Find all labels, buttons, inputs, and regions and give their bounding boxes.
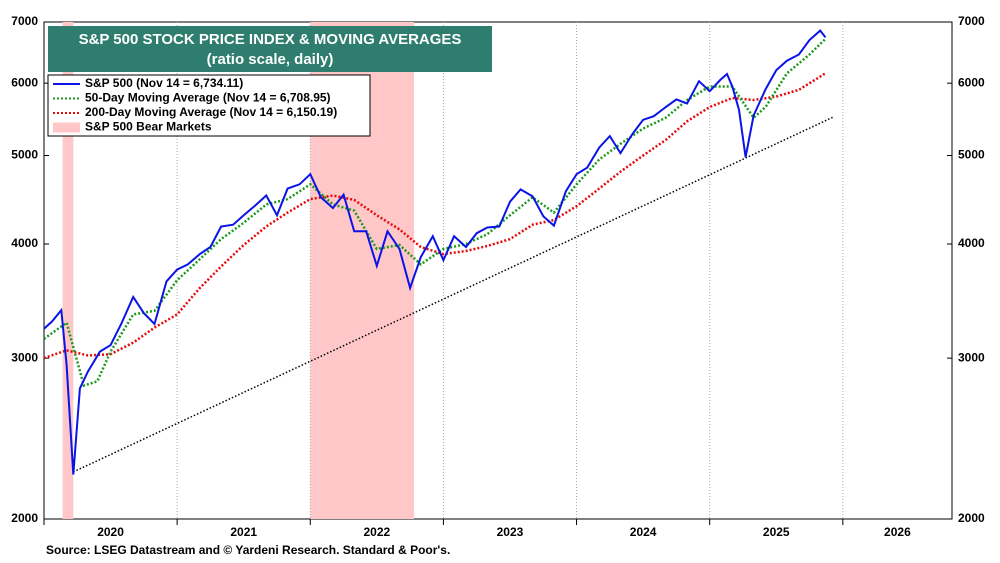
legend-label: S&P 500 Bear Markets xyxy=(85,120,212,134)
series-line xyxy=(43,29,827,475)
x-tick-label: 2025 xyxy=(763,525,790,539)
y-tick-label: 4000 xyxy=(11,236,38,250)
series-line xyxy=(43,72,827,360)
x-tick-label: 2024 xyxy=(630,525,657,539)
x-tick-label: 2022 xyxy=(363,525,390,539)
x-tick-label: 2020 xyxy=(97,525,124,539)
y-tick-label: 2000 xyxy=(11,511,38,525)
y-tick-label: 5000 xyxy=(11,148,38,162)
x-tick-label: 2023 xyxy=(497,525,524,539)
chart-subtitle: (ratio scale, daily) xyxy=(207,51,334,68)
y2-tick-label: 5000 xyxy=(958,148,985,162)
legend-label: S&P 500 (Nov 14 = 6,734.11) xyxy=(85,76,243,90)
chart-title: S&P 500 STOCK PRICE INDEX & MOVING AVERA… xyxy=(79,31,462,48)
x-tick-label: 2026 xyxy=(884,525,911,539)
bear-market-band xyxy=(62,22,74,519)
source-note: Source: LSEG Datastream and © Yardeni Re… xyxy=(46,543,450,557)
y2-tick-label: 4000 xyxy=(958,236,985,250)
y-tick-label: 3000 xyxy=(11,350,38,364)
y-tick-label: 7000 xyxy=(11,14,38,28)
y2-tick-label: 3000 xyxy=(958,350,985,364)
y-tick-label: 6000 xyxy=(11,75,38,89)
legend-label: 200-Day Moving Average (Nov 14 = 6,150.1… xyxy=(85,105,337,119)
y2-tick-label: 2000 xyxy=(958,511,985,525)
title-box xyxy=(48,26,492,72)
x-tick-label: 2021 xyxy=(230,525,257,539)
legend-box xyxy=(47,74,371,137)
y2-tick-label: 6000 xyxy=(958,75,985,89)
y2-tick-label: 7000 xyxy=(958,14,985,28)
legend-swatch xyxy=(53,122,80,133)
legend-label: 50-Day Moving Average (Nov 14 = 6,708.95… xyxy=(85,91,331,105)
